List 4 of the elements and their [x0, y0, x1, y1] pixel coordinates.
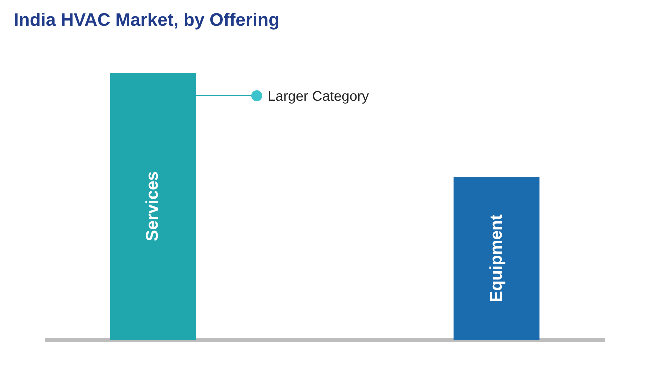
chart-title: India HVAC Market, by Offering: [14, 10, 280, 31]
x-tick-label: Equipment: [486, 214, 506, 302]
annotation: Larger Category: [268, 88, 370, 104]
x-tick-label: Services: [143, 172, 162, 242]
